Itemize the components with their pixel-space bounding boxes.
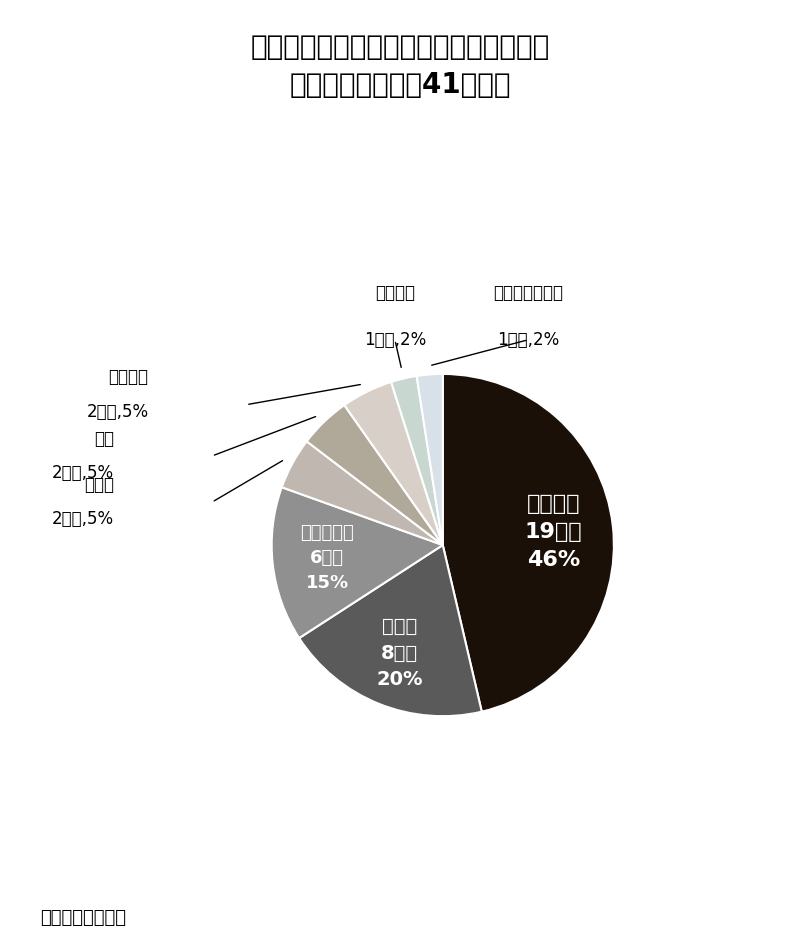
Wedge shape xyxy=(306,405,442,545)
Text: オーストラリア: オーストラリア xyxy=(494,284,563,302)
Text: デンマーク
6品目
15%: デンマーク 6品目 15% xyxy=(300,524,354,592)
Text: （バイオ医薬品：41品目）: （バイオ医薬品：41品目） xyxy=(290,71,510,99)
Text: 1品目,2%: 1品目,2% xyxy=(364,331,426,349)
Text: フランス: フランス xyxy=(109,368,149,386)
Wedge shape xyxy=(417,374,442,545)
Wedge shape xyxy=(272,487,442,638)
Text: ドイツ: ドイツ xyxy=(84,476,114,494)
Wedge shape xyxy=(299,545,482,716)
Text: アメリカ
19品目
46%: アメリカ 19品目 46% xyxy=(525,495,582,570)
Text: 2品目,5%: 2品目,5% xyxy=(52,511,114,529)
Text: 出所：図２に同じ: 出所：図２に同じ xyxy=(40,909,126,927)
Text: ベルギー: ベルギー xyxy=(375,284,415,302)
Text: 2品目,5%: 2品目,5% xyxy=(86,403,149,421)
Wedge shape xyxy=(344,382,442,545)
Text: 図５　医薬品創出企業の国籍別医薬品数: 図５ 医薬品創出企業の国籍別医薬品数 xyxy=(250,33,550,61)
Text: 日本: 日本 xyxy=(94,430,114,448)
Wedge shape xyxy=(391,376,442,545)
Wedge shape xyxy=(282,442,442,545)
Text: スイス
8品目
20%: スイス 8品目 20% xyxy=(376,617,422,689)
Text: 2品目,5%: 2品目,5% xyxy=(52,464,114,482)
Text: 1品目,2%: 1品目,2% xyxy=(498,331,559,349)
Wedge shape xyxy=(442,374,614,711)
